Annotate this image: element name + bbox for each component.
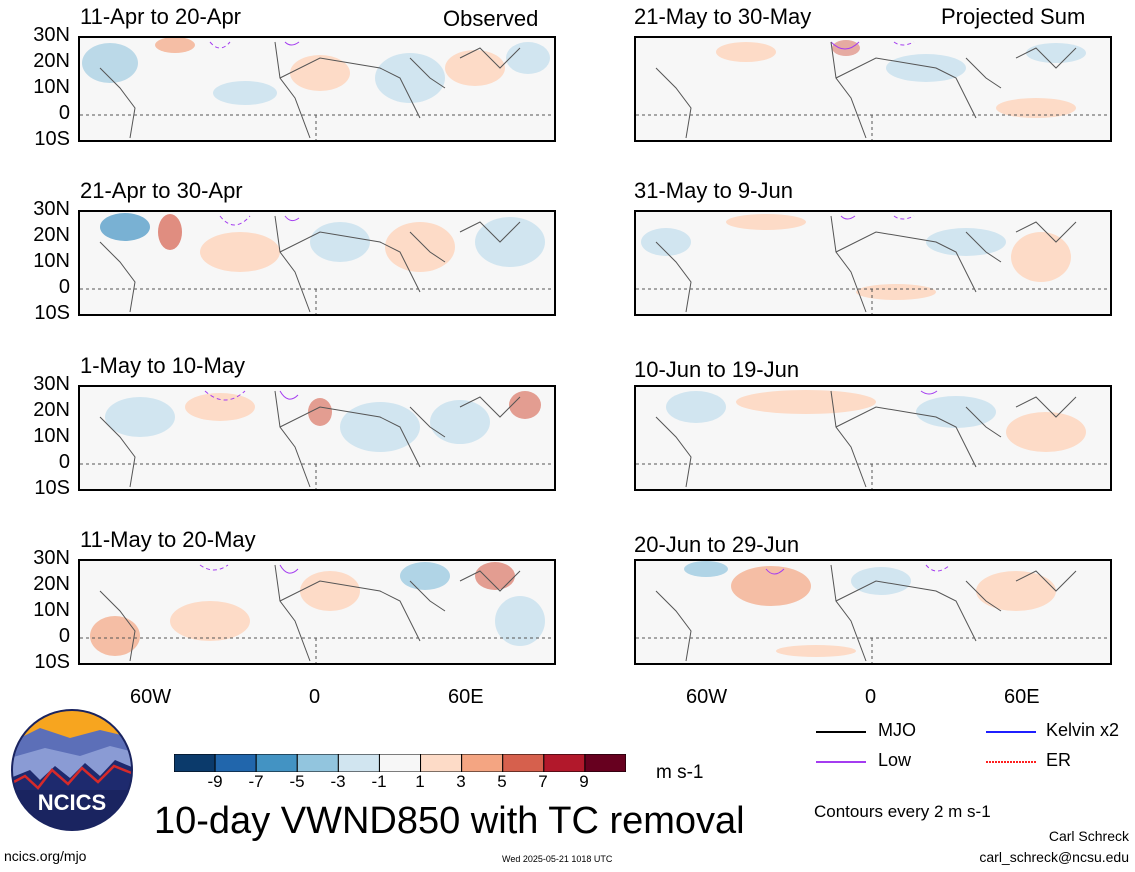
- colorbar-label: -9: [207, 772, 223, 791]
- map-panel-projected-1: [634, 36, 1112, 142]
- contour-legend: MJO Kelvin x2 Low ER: [816, 720, 1126, 780]
- colorbar-swatch: [502, 753, 545, 773]
- legend-label-er: ER: [1046, 750, 1072, 770]
- main-title: 10-day VWND850 with TC removal: [154, 800, 745, 842]
- y-tick-label: 10S: [34, 302, 70, 324]
- y-tick-label: 0: [58, 451, 70, 473]
- panel-title: 20-Jun to 29-Jun: [634, 532, 800, 557]
- map-panel-observed-2: [78, 210, 556, 316]
- logo-text: NCICS: [38, 790, 106, 815]
- y-tick-label: 10S: [34, 477, 70, 499]
- y-tick-label: 20N: [33, 573, 70, 595]
- colorbar-label: 9: [579, 772, 589, 791]
- colorbar-labels: -9 -7 -5 -3 -1 1 3 5 7 9: [174, 772, 626, 792]
- panel-title: 11-May to 20-May: [80, 527, 256, 552]
- projected-header: Projected Sum: [941, 4, 1086, 29]
- colorbar-swatch: [296, 753, 339, 773]
- map-panel-observed-3: [78, 385, 556, 491]
- y-tick-label: 30N: [33, 373, 70, 395]
- panel-title: 21-Apr to 30-Apr: [80, 178, 243, 203]
- legend-label-low: Low: [878, 750, 912, 770]
- x-tick-label: 60W: [130, 686, 172, 708]
- y-tick-label: 10S: [34, 128, 70, 150]
- footer-author: Carl Schreck: [1048, 828, 1129, 844]
- panel-title: 11-Apr to 20-Apr: [80, 4, 242, 29]
- x-tick-label: 0: [865, 686, 877, 708]
- colorbar-swatch: [584, 753, 627, 773]
- y-tick-label: 20N: [33, 50, 70, 72]
- y-tick-label: 10N: [33, 76, 70, 98]
- contour-note: Contours every 2 m s-1: [814, 802, 991, 821]
- map-panel-projected-4: [634, 559, 1112, 665]
- colorbar-label: 5: [497, 772, 507, 791]
- map-panel-observed-4: [78, 559, 556, 665]
- colorbar-swatch: [543, 753, 586, 773]
- ncics-logo: NCICS: [10, 708, 134, 832]
- panel-title: 21-May to 30-May: [634, 4, 812, 29]
- colorbar-label: -3: [330, 772, 346, 791]
- panel-title: 1-May to 10-May: [80, 353, 246, 378]
- colorbar-label: 1: [415, 772, 425, 791]
- y-tick-label: 0: [58, 625, 70, 647]
- legend-label-kelvin: Kelvin x2: [1046, 720, 1120, 740]
- colorbar-swatch: [214, 753, 257, 773]
- colorbar-label: -7: [248, 772, 264, 791]
- y-tick-label: 30N: [33, 547, 70, 569]
- colorbar-swatch: [173, 753, 216, 773]
- footer-timestamp: Wed 2025-05-21 1018 UTC: [502, 854, 613, 864]
- footer-email[interactable]: carl_schreck@ncsu.edu: [979, 849, 1129, 865]
- observed-header: Observed: [443, 6, 539, 31]
- x-tick-label: 60W: [686, 686, 728, 708]
- y-tick-label: 20N: [33, 399, 70, 421]
- colorbar-swatch: [420, 753, 463, 773]
- colorbar-label: 3: [456, 772, 466, 791]
- x-tick-label: 60E: [1004, 686, 1040, 708]
- footer-url[interactable]: ncics.org/mjo: [4, 848, 87, 864]
- legend-label-mjo: MJO: [878, 720, 916, 740]
- map-panel-projected-2: [634, 210, 1112, 316]
- colorbar-label: -1: [371, 772, 387, 791]
- colorbar-label: -5: [289, 772, 305, 791]
- colorbar: [173, 753, 627, 773]
- colorbar-swatch: [378, 753, 422, 773]
- colorbar-swatch: [337, 753, 380, 773]
- y-tick-label: 0: [58, 276, 70, 298]
- colorbar-swatch: [461, 753, 504, 773]
- y-tick-label: 10S: [34, 651, 70, 673]
- colorbar-swatch: [255, 753, 298, 773]
- y-tick-label: 30N: [33, 198, 70, 220]
- map-panel-projected-3: [634, 385, 1112, 491]
- panel-title: 31-May to 9-Jun: [634, 178, 793, 203]
- y-tick-label: 10N: [33, 425, 70, 447]
- x-tick-label: 60E: [448, 686, 484, 708]
- y-tick-label: 10N: [33, 250, 70, 272]
- y-tick-label: 0: [58, 102, 70, 124]
- panel-title: 10-Jun to 19-Jun: [634, 357, 800, 382]
- colorbar-label: 7: [538, 772, 548, 791]
- map-panel-observed-1: [78, 36, 556, 142]
- y-tick-label: 20N: [33, 224, 70, 246]
- x-tick-label: 0: [309, 686, 321, 708]
- y-tick-label: 30N: [33, 24, 70, 46]
- y-tick-label: 10N: [33, 599, 70, 621]
- colorbar-units: m s-1: [656, 762, 704, 783]
